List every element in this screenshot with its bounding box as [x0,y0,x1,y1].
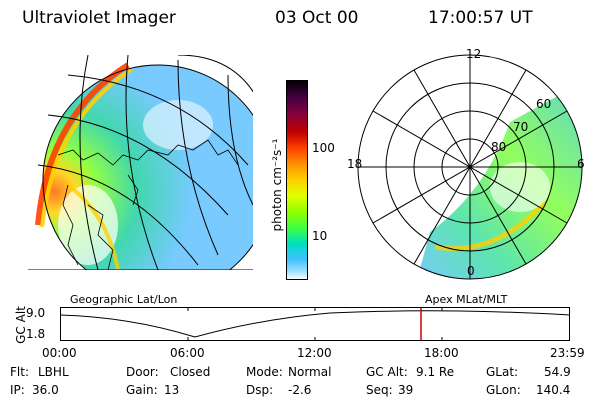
time-label: 17:00:57 UT [428,8,533,28]
right-panel-label: Apex MLat/MLT [425,293,508,306]
gain-value: 13 [164,383,180,397]
colorbar-unit-label: photon cm⁻²s⁻¹ [270,138,284,232]
mlt-label-18: 18 [347,157,363,171]
alt-ytick-1.8: 1.8 [26,327,46,341]
mode-label: Mode: [246,365,283,379]
alt-xtick-1800: 18:00 [424,346,459,360]
door-value: Closed [170,365,211,379]
flt-label: Flt: [10,365,29,379]
glon-label: GLon: [486,383,521,397]
gcalt-value: 9.1 Re [416,365,455,379]
polar-mlt-panel [357,54,583,280]
ip-value: 36.0 [32,383,59,397]
alt-xtick-2359: 23:59 [550,346,585,360]
alt-xtick-0000: 00:00 [42,346,77,360]
instrument-title: Ultraviolet Imager [22,8,176,28]
colorbar-tick-10: 10 [312,229,328,243]
mlat-label-70: 70 [513,120,529,134]
alt-xtick-0600: 06:00 [170,346,205,360]
auroral-oval-arc [35,62,130,226]
flt-value: LBHL [38,365,69,379]
door-label: Door: [126,365,159,379]
date-label: 03 Oct 00 [275,8,359,28]
dsp-value: -2.6 [288,383,312,397]
alt-xtick-1200: 12:00 [297,346,332,360]
mlat-label-80: 80 [491,140,507,154]
color-scale-bar [286,80,308,280]
gcalt-label: GC Alt: [366,365,408,379]
gain-label: Gain: [126,383,158,397]
mlt-label-0: 0 [467,264,475,278]
mode-value: Normal [288,365,332,379]
geographic-image-panel [28,55,253,270]
polar-grid [357,54,583,280]
alt-ytick-9: 9.0 [26,306,46,320]
altitude-curve [60,310,570,338]
ip-label: IP: [10,383,25,397]
coastlines [57,139,239,270]
glon-value: 140.4 [536,383,571,397]
colorbar-tick-100: 100 [312,141,335,155]
dsp-label: Dsp: [246,383,274,397]
left-panel-label: Geographic Lat/Lon [70,293,178,306]
mlt-label-6: 6 [577,157,585,171]
mlat-label-60: 60 [536,97,552,111]
mlt-label-12: 12 [466,47,482,61]
altitude-plot [60,307,570,341]
lat-lon-grid [28,55,253,270]
glat-label: GLat: [486,365,519,379]
seq-value: 39 [398,383,414,397]
glat-value: 54.9 [544,365,571,379]
seq-label: Seq: [366,383,393,397]
